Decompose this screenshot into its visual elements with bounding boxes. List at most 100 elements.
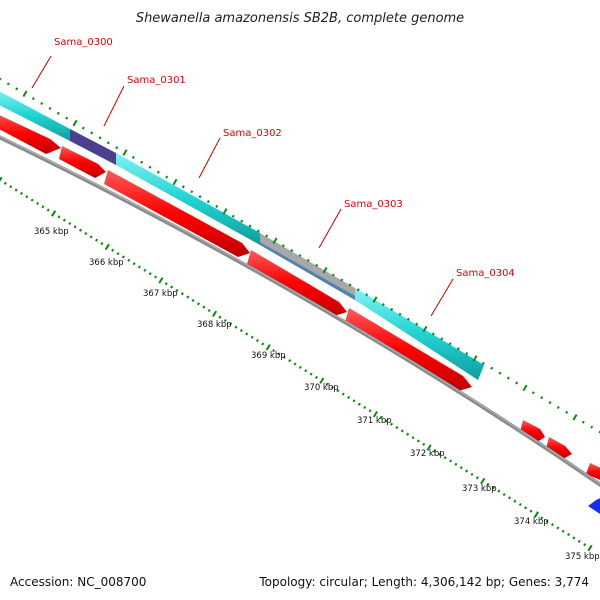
minor-tick bbox=[406, 432, 410, 436]
minor-tick bbox=[379, 415, 383, 420]
minor-tick bbox=[272, 349, 276, 353]
minor-tick bbox=[481, 361, 485, 365]
minor-tick bbox=[6, 82, 10, 86]
cds-reverse-arrow[interactable] bbox=[588, 496, 600, 514]
minor-tick bbox=[411, 436, 415, 440]
gene-label[interactable]: Sama_0300 bbox=[54, 37, 113, 48]
minor-tick bbox=[497, 489, 501, 493]
minor-tick bbox=[131, 155, 135, 159]
cog-segment[interactable] bbox=[258, 241, 355, 300]
major-tick bbox=[572, 413, 578, 421]
minor-tick bbox=[137, 265, 141, 269]
minor-tick bbox=[154, 275, 158, 279]
minor-tick bbox=[248, 224, 252, 228]
cds-arrow[interactable] bbox=[520, 420, 545, 442]
cds-arrow[interactable] bbox=[247, 250, 347, 316]
tick-label: 366 kbp bbox=[89, 258, 124, 268]
genome-summary-text: Topology: circular; Length: 4,306,142 bp… bbox=[258, 575, 589, 589]
cog-segment[interactable] bbox=[70, 129, 116, 165]
minor-tick bbox=[298, 365, 302, 369]
minor-tick bbox=[415, 322, 419, 326]
gene-label[interactable]: Sama_0303 bbox=[344, 199, 403, 210]
gene-label[interactable]: Sama_0304 bbox=[456, 268, 515, 279]
minor-tick bbox=[229, 322, 233, 326]
minor-tick bbox=[556, 405, 560, 410]
minor-tick bbox=[357, 402, 361, 406]
minor-tick bbox=[290, 249, 294, 253]
major-tick bbox=[372, 410, 378, 418]
cds-arrow[interactable] bbox=[546, 437, 572, 459]
minor-tick bbox=[309, 372, 313, 376]
minor-tick bbox=[556, 526, 560, 530]
minor-tick bbox=[288, 359, 292, 363]
minor-tick bbox=[448, 342, 452, 346]
minor-tick bbox=[31, 97, 35, 101]
minor-tick bbox=[98, 136, 102, 140]
major-tick bbox=[212, 310, 218, 318]
minor-tick bbox=[390, 422, 394, 426]
minor-tick bbox=[565, 410, 569, 414]
minor-tick bbox=[115, 146, 119, 150]
minor-tick bbox=[550, 523, 554, 527]
minor-tick bbox=[583, 543, 587, 547]
gene-label-leader bbox=[430, 278, 454, 317]
minor-tick bbox=[132, 262, 136, 266]
gene-label[interactable]: Sama_0302 bbox=[223, 128, 282, 139]
major-tick bbox=[272, 237, 278, 245]
minor-tick bbox=[540, 396, 544, 400]
tick-label: 369 kbp bbox=[251, 351, 286, 361]
minor-tick bbox=[148, 165, 152, 169]
minor-tick bbox=[3, 181, 7, 185]
minor-tick bbox=[465, 469, 469, 473]
minor-tick bbox=[398, 312, 402, 316]
cds-arrow[interactable] bbox=[586, 463, 600, 482]
minor-tick bbox=[73, 225, 77, 229]
minor-tick bbox=[502, 492, 506, 497]
major-tick bbox=[472, 355, 478, 362]
minor-tick bbox=[529, 509, 533, 513]
minor-tick bbox=[245, 332, 249, 336]
genome-backbone bbox=[0, 135, 600, 488]
minor-tick bbox=[14, 188, 18, 192]
tick-label: 367 kbp bbox=[143, 289, 178, 299]
minor-tick bbox=[84, 231, 88, 236]
minor-tick bbox=[545, 519, 549, 523]
minor-tick bbox=[19, 191, 23, 195]
minor-tick bbox=[90, 131, 94, 135]
minor-tick bbox=[223, 318, 227, 323]
minor-tick bbox=[106, 141, 110, 145]
minor-tick bbox=[456, 347, 460, 351]
gene-label[interactable]: Sama_0301 bbox=[127, 75, 186, 86]
minor-tick bbox=[490, 366, 494, 370]
cds-arrow[interactable] bbox=[59, 146, 106, 178]
minor-tick bbox=[186, 295, 190, 299]
minor-tick bbox=[140, 160, 144, 164]
minor-tick bbox=[48, 106, 52, 110]
cds-arrow[interactable] bbox=[345, 308, 472, 391]
minor-tick bbox=[304, 369, 308, 373]
minor-tick bbox=[475, 476, 479, 480]
minor-tick bbox=[65, 116, 69, 120]
tick-label: 374 kbp bbox=[514, 517, 549, 527]
minor-tick bbox=[15, 87, 19, 91]
map-title: Shewanella amazonensis SB2B, complete ge… bbox=[136, 11, 464, 26]
minor-tick bbox=[356, 288, 360, 292]
cds-arrow[interactable] bbox=[104, 170, 250, 257]
major-tick bbox=[51, 210, 57, 217]
cog-segment[interactable] bbox=[355, 288, 484, 380]
minor-tick bbox=[590, 425, 594, 429]
cds-arrow[interactable] bbox=[0, 113, 61, 154]
cog-segment[interactable] bbox=[0, 89, 70, 141]
minor-tick bbox=[181, 185, 185, 189]
tick-label: 371 kbp bbox=[357, 416, 392, 426]
minor-tick bbox=[400, 429, 404, 433]
cog-segment[interactable] bbox=[116, 153, 260, 245]
major-tick bbox=[172, 178, 178, 186]
minor-tick bbox=[491, 486, 495, 490]
minor-tick bbox=[164, 282, 168, 286]
minor-tick bbox=[438, 452, 442, 456]
gene-labels: Sama_0300 Sama_0301 Sama_0302 Sama_0303 … bbox=[31, 37, 515, 317]
minor-tick bbox=[170, 285, 174, 289]
minor-tick bbox=[352, 399, 356, 403]
